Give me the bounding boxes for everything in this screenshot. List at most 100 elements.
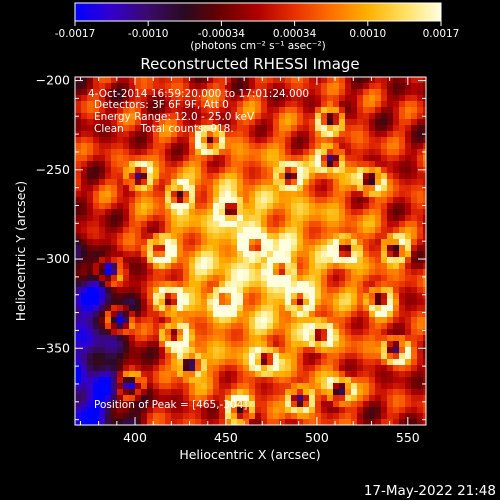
heatmap-cell <box>243 191 250 198</box>
heatmap-cell <box>279 305 286 312</box>
heatmap-cell <box>225 257 232 264</box>
heatmap-cell <box>297 227 304 234</box>
heatmap-cell <box>279 323 286 330</box>
heatmap-cell <box>333 413 340 420</box>
heatmap-cell <box>375 191 382 198</box>
heatmap-cell <box>309 95 316 102</box>
heatmap-cell <box>105 419 112 425</box>
heatmap-cell <box>81 251 88 258</box>
heatmap-cell <box>201 353 208 360</box>
heatmap-cell <box>153 251 160 258</box>
heatmap-cell <box>243 95 250 102</box>
heatmap-cell <box>255 83 262 90</box>
heatmap-cell <box>345 83 352 90</box>
heatmap-cell <box>357 263 364 270</box>
heatmap-cell <box>237 83 244 90</box>
heatmap-cell <box>387 287 394 294</box>
heatmap-cell <box>261 209 268 216</box>
heatmap-cell <box>165 341 172 348</box>
heatmap-cell <box>243 119 250 126</box>
heatmap-cell <box>315 395 322 402</box>
heatmap-cell <box>303 323 310 330</box>
heatmap-cell <box>237 113 244 120</box>
heatmap-cell <box>213 305 220 312</box>
heatmap-cell <box>201 377 208 384</box>
heatmap-cell <box>327 263 334 270</box>
heatmap-cell <box>363 191 370 198</box>
heatmap-cell <box>141 239 148 246</box>
heatmap-cell <box>333 419 340 425</box>
heatmap-cell <box>147 401 154 408</box>
heatmap-cell <box>117 221 124 228</box>
heatmap-cell <box>123 275 130 282</box>
heatmap-cell <box>387 143 394 150</box>
heatmap-cell <box>375 203 382 210</box>
heatmap-cell <box>249 419 256 425</box>
heatmap-cell <box>255 371 262 378</box>
colorbar-tick-label: 0.0010 <box>349 28 386 40</box>
heatmap-cell <box>315 407 322 414</box>
heatmap-cell <box>99 389 106 396</box>
heatmap-cell <box>369 161 376 168</box>
heatmap-cell <box>309 395 316 402</box>
heatmap-cell <box>381 377 388 384</box>
heatmap-cell <box>81 113 88 120</box>
heatmap-cell <box>297 311 304 318</box>
heatmap-cell <box>405 323 412 330</box>
heatmap-cell <box>201 203 208 210</box>
heatmap-cell <box>123 299 130 306</box>
heatmap-cell <box>153 179 160 186</box>
heatmap-cell <box>375 125 382 132</box>
heatmap-cell <box>195 389 202 396</box>
heatmap-cell <box>75 185 82 192</box>
heatmap-cell <box>159 323 166 330</box>
heatmap-cell <box>261 107 268 114</box>
heatmap-cell <box>117 185 124 192</box>
heatmap-cell <box>303 293 310 300</box>
heatmap-cell <box>213 293 220 300</box>
heatmap-cell <box>405 263 412 270</box>
y-axis-label: Heliocentric Y (arcsec) <box>13 181 28 321</box>
heatmap-cell <box>297 407 304 414</box>
heatmap-cell <box>255 365 262 372</box>
heatmap-cell <box>309 251 316 258</box>
heatmap-cell <box>135 203 142 210</box>
heatmap-cell <box>381 179 388 186</box>
heatmap-cell <box>279 173 286 180</box>
heatmap-cell <box>123 239 130 246</box>
heatmap-cell <box>129 185 136 192</box>
heatmap-cell <box>321 353 328 360</box>
heatmap-cell <box>117 377 124 384</box>
heatmap-cell <box>345 119 352 126</box>
heatmap-cell <box>285 287 292 294</box>
heatmap-cell <box>129 287 136 294</box>
heatmap-cell <box>351 299 358 306</box>
heatmap-cell <box>93 245 100 252</box>
heatmap-cell <box>87 185 94 192</box>
heatmap-cell <box>333 239 340 246</box>
heatmap-cell <box>153 203 160 210</box>
heatmap-cell <box>189 149 196 156</box>
heatmap-cell <box>237 377 244 384</box>
heatmap-cell <box>117 167 124 174</box>
heatmap-cell <box>81 137 88 144</box>
heatmap-cell <box>123 83 130 90</box>
heatmap-cell <box>99 89 106 96</box>
heatmap-cell <box>339 101 346 108</box>
heatmap-cell <box>297 305 304 312</box>
heatmap-cell <box>255 257 262 264</box>
heatmap-cell <box>213 395 220 402</box>
heatmap-cell <box>339 131 346 138</box>
heatmap-cell <box>237 281 244 288</box>
heatmap-cell <box>207 257 214 264</box>
heatmap-cell <box>225 407 232 414</box>
heatmap-cell <box>333 209 340 216</box>
heatmap-cell <box>315 305 322 312</box>
heatmap-cell <box>237 191 244 198</box>
heatmap-cell <box>267 227 274 234</box>
heatmap-cell <box>165 251 172 258</box>
heatmap-cell <box>315 347 322 354</box>
heatmap-cell <box>99 323 106 330</box>
heatmap-cell <box>375 239 382 246</box>
heatmap-cell <box>393 191 400 198</box>
